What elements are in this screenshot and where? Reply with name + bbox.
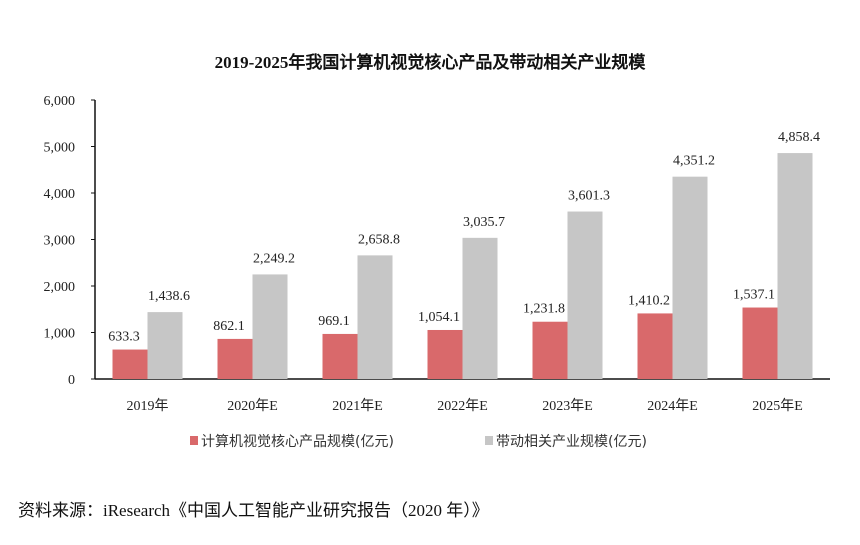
data-label: 4,858.4 <box>778 130 820 145</box>
x-tick-label: 2020年E <box>227 398 278 414</box>
data-label: 862.1 <box>213 319 245 334</box>
data-label: 633.3 <box>108 330 140 345</box>
x-tick-label: 2024年E <box>647 398 698 414</box>
bar-core <box>217 338 253 379</box>
y-tick-label: 1,000 <box>44 327 76 342</box>
bar-related <box>567 211 603 379</box>
data-label: 969.1 <box>318 314 350 329</box>
bar-core <box>532 321 568 379</box>
data-label: 3,035.7 <box>463 215 505 230</box>
bar-related <box>777 153 813 379</box>
y-tick-label: 4,000 <box>44 187 76 202</box>
data-label: 1,537.1 <box>733 288 775 303</box>
x-tick-label: 2025年E <box>752 398 803 414</box>
y-tick-label: 3,000 <box>44 234 76 249</box>
legend-label: 计算机视觉核心产品规模(亿元) <box>201 434 394 450</box>
y-tick-label: 2,000 <box>44 280 76 295</box>
data-label: 2,249.2 <box>253 251 295 266</box>
bar-core <box>322 333 358 379</box>
data-label: 1,231.8 <box>523 302 565 317</box>
y-tick-label: 6,000 <box>44 94 76 109</box>
legend-swatch <box>190 436 198 445</box>
data-label: 1,410.2 <box>628 293 670 308</box>
legend-swatch <box>485 436 493 445</box>
y-tick-label: 0 <box>68 373 75 388</box>
bar-core <box>112 349 148 379</box>
bar-core <box>427 329 463 379</box>
legend-label: 带动相关产业规模(亿元) <box>496 434 647 450</box>
bar-core <box>637 313 673 379</box>
data-label: 1,054.1 <box>418 310 460 325</box>
bar-related <box>252 274 288 379</box>
data-label: 2,658.8 <box>358 232 400 247</box>
data-label: 4,351.2 <box>673 154 715 169</box>
y-tick-label: 5,000 <box>44 141 76 156</box>
bar-related <box>147 312 183 379</box>
x-tick-label: 2023年E <box>542 398 593 414</box>
x-tick-label: 2022年E <box>437 398 488 414</box>
chart-title: 2019-2025年我国计算机视觉核心产品及带动相关产业规模 <box>215 52 647 72</box>
bar-related <box>672 176 708 379</box>
bar-related <box>357 255 393 379</box>
x-tick-label: 2021年E <box>332 398 383 414</box>
bar-core <box>742 307 778 379</box>
bar-related <box>462 237 498 379</box>
data-label: 3,601.3 <box>568 189 610 204</box>
x-tick-label: 2019年 <box>127 398 169 414</box>
source-note: 资料来源：iResearch《中国人工智能产业研究报告（2020 年）》 <box>18 501 489 520</box>
data-label: 1,438.6 <box>148 289 190 304</box>
